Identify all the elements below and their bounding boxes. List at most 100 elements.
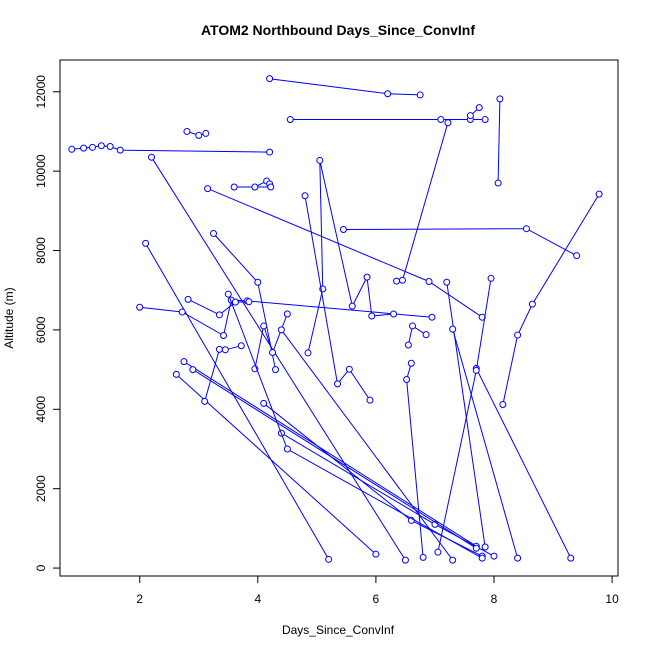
series-22 bbox=[393, 119, 452, 285]
series-line bbox=[192, 369, 477, 549]
data-point bbox=[403, 376, 411, 384]
data-point bbox=[334, 380, 342, 388]
data-point bbox=[384, 90, 392, 98]
data-point bbox=[422, 331, 430, 339]
data-point bbox=[372, 550, 380, 558]
series-line bbox=[475, 368, 572, 559]
data-point bbox=[220, 331, 228, 339]
data-point bbox=[472, 544, 480, 552]
data-point bbox=[407, 359, 415, 367]
data-point bbox=[348, 302, 356, 310]
y-tick-label: 8000 bbox=[34, 237, 48, 264]
series-10 bbox=[148, 153, 409, 564]
series-7 bbox=[499, 190, 603, 409]
data-point bbox=[419, 553, 427, 561]
x-axis-label: Days_Since_ConvInf bbox=[282, 623, 395, 637]
data-point bbox=[304, 349, 312, 357]
data-point bbox=[266, 148, 274, 156]
series-line bbox=[187, 298, 250, 316]
series-4 bbox=[466, 104, 483, 120]
series-line bbox=[304, 195, 371, 401]
data-point bbox=[283, 310, 291, 318]
data-point bbox=[283, 445, 291, 453]
y-tick-label: 12000 bbox=[34, 75, 48, 109]
data-point bbox=[444, 119, 452, 127]
data-point bbox=[443, 278, 451, 286]
chart-title: ATOM2 Northbound Days_Since_ConvInf bbox=[201, 22, 475, 38]
series-23 bbox=[404, 322, 430, 349]
data-point bbox=[260, 399, 268, 407]
data-point bbox=[522, 225, 530, 233]
x-tick-label: 2 bbox=[136, 592, 143, 606]
data-point bbox=[528, 300, 536, 308]
series-line bbox=[452, 328, 519, 559]
data-point bbox=[215, 345, 223, 353]
data-point bbox=[466, 112, 474, 120]
data-point bbox=[97, 142, 105, 150]
data-point bbox=[481, 116, 489, 124]
data-point bbox=[80, 144, 88, 152]
data-point bbox=[260, 322, 268, 330]
series-28 bbox=[434, 274, 495, 556]
data-point bbox=[266, 75, 274, 83]
data-point bbox=[345, 365, 353, 373]
series-14 bbox=[172, 370, 380, 558]
data-point bbox=[189, 366, 197, 374]
data-point bbox=[573, 252, 581, 260]
data-point bbox=[416, 91, 424, 99]
data-point bbox=[183, 127, 191, 135]
data-point bbox=[490, 552, 498, 560]
data-point bbox=[478, 554, 486, 562]
data-point bbox=[390, 310, 398, 318]
data-point bbox=[277, 326, 285, 334]
y-tick-label: 10000 bbox=[34, 154, 48, 188]
data-point bbox=[202, 129, 210, 137]
data-point bbox=[494, 179, 502, 187]
data-point bbox=[180, 358, 188, 366]
data-point bbox=[269, 349, 277, 357]
series-26 bbox=[449, 325, 522, 562]
data-point bbox=[88, 143, 96, 151]
series-line bbox=[139, 299, 433, 337]
data-point bbox=[316, 156, 324, 164]
data-point bbox=[245, 298, 253, 306]
data-point bbox=[325, 555, 333, 563]
data-point bbox=[231, 298, 239, 306]
data-point bbox=[487, 274, 495, 282]
data-point bbox=[339, 225, 347, 233]
series-32 bbox=[277, 326, 457, 564]
data-point bbox=[301, 192, 309, 200]
x-tick-label: 4 bbox=[254, 592, 261, 606]
data-point bbox=[201, 397, 209, 405]
axes: 2 4 6 8 10 0 2000 4000 6000 8000 10000 12000 bbox=[34, 75, 619, 606]
data-point bbox=[195, 131, 203, 139]
data-point bbox=[404, 341, 412, 349]
series-line bbox=[183, 361, 477, 547]
series-19 bbox=[251, 310, 291, 373]
data-point bbox=[437, 116, 445, 124]
data-point bbox=[178, 308, 186, 316]
data-point bbox=[363, 273, 371, 281]
y-tick-label: 0 bbox=[34, 564, 48, 571]
series-20 bbox=[304, 156, 398, 357]
series-line bbox=[145, 243, 330, 560]
data-point bbox=[496, 95, 504, 103]
data-point bbox=[286, 116, 294, 124]
y-tick-label: 2000 bbox=[34, 475, 48, 502]
data-point bbox=[393, 277, 401, 285]
data-point bbox=[68, 145, 76, 153]
data-point bbox=[172, 370, 180, 378]
series-33 bbox=[189, 366, 480, 552]
data-point bbox=[409, 322, 417, 330]
series-8 bbox=[183, 127, 210, 139]
y-tick-label: 6000 bbox=[34, 316, 48, 343]
data-point bbox=[106, 143, 114, 151]
data-point bbox=[472, 366, 480, 374]
series-9 bbox=[230, 177, 275, 191]
data-point bbox=[272, 366, 280, 374]
data-point bbox=[136, 303, 144, 311]
data-point bbox=[449, 325, 457, 333]
data-point bbox=[204, 185, 212, 193]
